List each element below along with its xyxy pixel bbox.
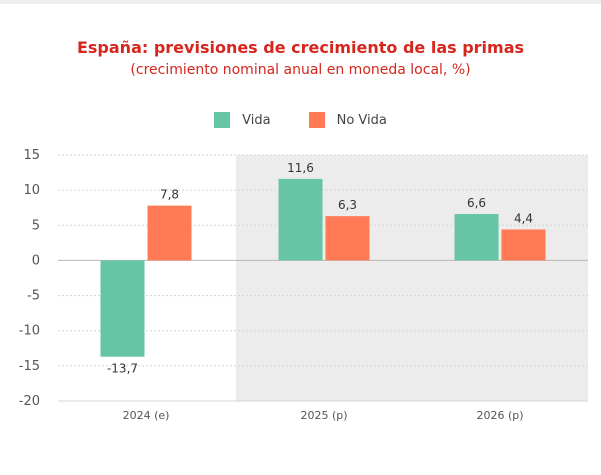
- legend-item-vida: Vida: [214, 112, 271, 128]
- bar-no-vida: [147, 205, 192, 261]
- data-label: 6,3: [338, 198, 357, 212]
- x-tick-label: 2024 (e): [123, 409, 170, 422]
- legend: Vida No Vida: [0, 112, 601, 128]
- data-label: 6,6: [467, 196, 486, 210]
- legend-swatch-no-vida: [308, 112, 325, 128]
- data-label: 7,8: [160, 188, 179, 202]
- y-tick-label: 15: [23, 148, 40, 163]
- bar-vida: [278, 178, 323, 261]
- legend-item-no-vida: No Vida: [308, 112, 387, 128]
- legend-label-no-vida: No Vida: [336, 112, 387, 128]
- bar-vida: [454, 214, 499, 261]
- chart-subtitle: (crecimiento nominal anual en moneda loc…: [130, 62, 471, 78]
- y-tick-label: -20: [19, 394, 40, 409]
- top-divider: [0, 0, 601, 4]
- legend-label-vida: Vida: [242, 112, 271, 128]
- data-label: -13,7: [107, 362, 138, 376]
- data-label: 4,4: [514, 212, 533, 226]
- legend-swatch-vida: [214, 112, 231, 128]
- bar-no-vida: [325, 216, 370, 261]
- data-label: 11,6: [287, 161, 314, 175]
- y-tick-label: 10: [23, 183, 40, 198]
- x-tick-label: 2026 (p): [476, 409, 523, 422]
- y-tick-label: -10: [19, 324, 40, 339]
- bar-no-vida: [501, 229, 546, 261]
- x-tick-label: 2025 (p): [300, 409, 347, 422]
- bar-vida: [100, 260, 145, 357]
- y-tick-label: 5: [32, 218, 40, 233]
- chart-title: España: previsiones de crecimiento de la…: [76, 38, 525, 57]
- y-tick-label: 0: [32, 253, 40, 268]
- y-tick-label: -15: [19, 359, 40, 374]
- y-tick-label: -5: [27, 289, 40, 304]
